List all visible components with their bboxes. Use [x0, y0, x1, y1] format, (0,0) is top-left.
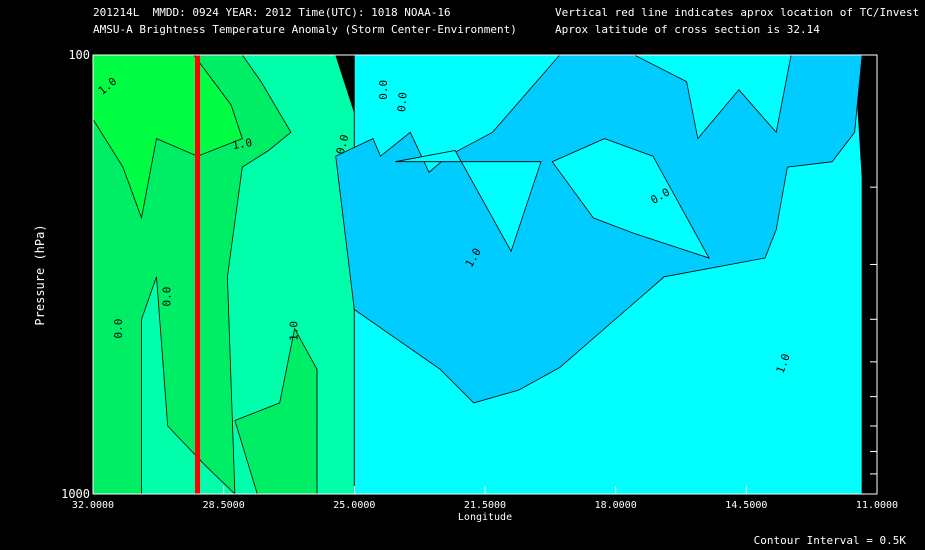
- x-tick-label: 14.5000: [725, 500, 767, 511]
- chart-title: AMSU-A Brightness Temperature Anomaly (S…: [93, 23, 517, 36]
- contour-fill-layer: [93, 55, 877, 494]
- contour-region-blue-6: [335, 55, 863, 404]
- contour-region-green-3: [234, 327, 318, 494]
- contour-label: 0.0: [395, 92, 410, 113]
- contour-interval-note: Contour Interval = 0.5K: [754, 534, 907, 547]
- header-line2-right: Aprox latitude of cross section is 32.14: [555, 23, 820, 36]
- contour-label: 1.0: [231, 136, 253, 152]
- x-tick-label: 11.0000: [856, 500, 898, 511]
- contour-label: 0.0: [161, 287, 174, 307]
- y-tick-label: 100: [68, 48, 90, 62]
- y-axis-label: Pressure (hPa): [33, 224, 47, 325]
- contour-label: 0.0: [334, 133, 352, 156]
- contour-label: 0.0: [377, 80, 390, 100]
- x-tick-label: 18.0000: [595, 500, 637, 511]
- contour-label: 0.0: [112, 319, 125, 339]
- header-line1-left: 201214L MMDD: 0924 YEAR: 2012 Time(UTC):…: [93, 6, 451, 19]
- x-tick-label: 21.5000: [464, 500, 506, 511]
- x-tick-label: 28.5000: [203, 500, 245, 511]
- x-tick-label: 32.0000: [72, 500, 114, 511]
- x-axis: 32.0000 28.5000 25.0000 21.5000 18.0000 14.50…: [72, 486, 898, 511]
- contour-region-cyan-7: [395, 150, 542, 253]
- x-axis-label: Longitude: [458, 512, 512, 523]
- contour-label: 1.0: [774, 352, 793, 375]
- contour-label: 1.0: [288, 321, 301, 341]
- contour-region-cyan-8: [551, 138, 710, 259]
- x-tick-label: 25.0000: [333, 500, 375, 511]
- y-tick-label: 1000: [61, 487, 90, 501]
- contour-region-no-data-9: [862, 55, 877, 494]
- header-line1-right: Vertical red line indicates aprox locati…: [555, 6, 920, 19]
- y-axis: 1000 100: [61, 48, 877, 501]
- contour-region-bright-green-2: [93, 55, 243, 220]
